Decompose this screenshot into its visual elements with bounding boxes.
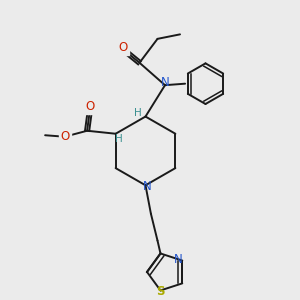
Text: O: O <box>118 41 127 54</box>
Text: N: N <box>160 76 169 89</box>
Text: N: N <box>142 180 152 193</box>
Text: S: S <box>156 285 165 298</box>
Bar <box>58 131 70 143</box>
Text: O: O <box>85 100 95 113</box>
Text: H: H <box>134 108 142 118</box>
Text: O: O <box>60 130 69 143</box>
Bar <box>117 43 129 55</box>
Bar <box>84 102 96 114</box>
Text: H: H <box>115 134 122 144</box>
Text: N: N <box>174 253 183 266</box>
